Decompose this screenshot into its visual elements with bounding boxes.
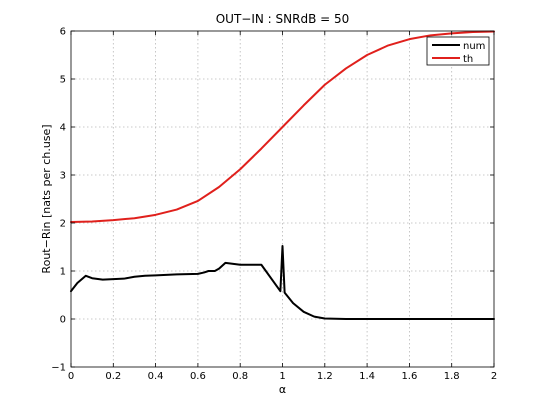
series-line-num: [70, 245, 495, 320]
y-tick-label: 3: [60, 171, 66, 182]
legend-box: [426, 36, 490, 66]
series-line-th: [70, 30, 495, 224]
y-tick-label: 6: [60, 27, 66, 38]
x-tick-label: 1.2: [317, 371, 333, 382]
legend-label-th: th: [463, 54, 473, 65]
x-tick-label: 1.8: [444, 371, 460, 382]
x-axis-label: α: [279, 383, 286, 396]
chart-title: OUT−IN : SNRdB = 50: [216, 12, 350, 26]
legend-label-num: num: [463, 41, 485, 52]
x-tick-label: 1.4: [359, 371, 375, 382]
x-tick-label: 1.6: [401, 371, 417, 382]
x-tick-label: 0: [68, 371, 74, 382]
series-group: [70, 30, 495, 320]
x-tick-label: 0.8: [232, 371, 248, 382]
y-tick-label: 2: [60, 219, 66, 230]
y-tick-label: 4: [60, 123, 66, 134]
x-tick-label: 1: [279, 371, 285, 382]
y-tick-label: 0: [60, 315, 66, 326]
x-tick-label: 0.2: [105, 371, 121, 382]
y-tick-label: 5: [60, 75, 66, 86]
legend: num th: [426, 36, 490, 66]
x-tick-label: 2: [491, 371, 497, 382]
x-tick-label: 0.6: [190, 371, 206, 382]
y-axis-label: Rout−Rin [nats per ch.use]: [40, 124, 53, 273]
grid: [71, 31, 494, 367]
y-tick-label: 1: [60, 267, 66, 278]
y-tick-label: −1: [51, 363, 66, 374]
x-tick-label: 0.4: [148, 371, 164, 382]
